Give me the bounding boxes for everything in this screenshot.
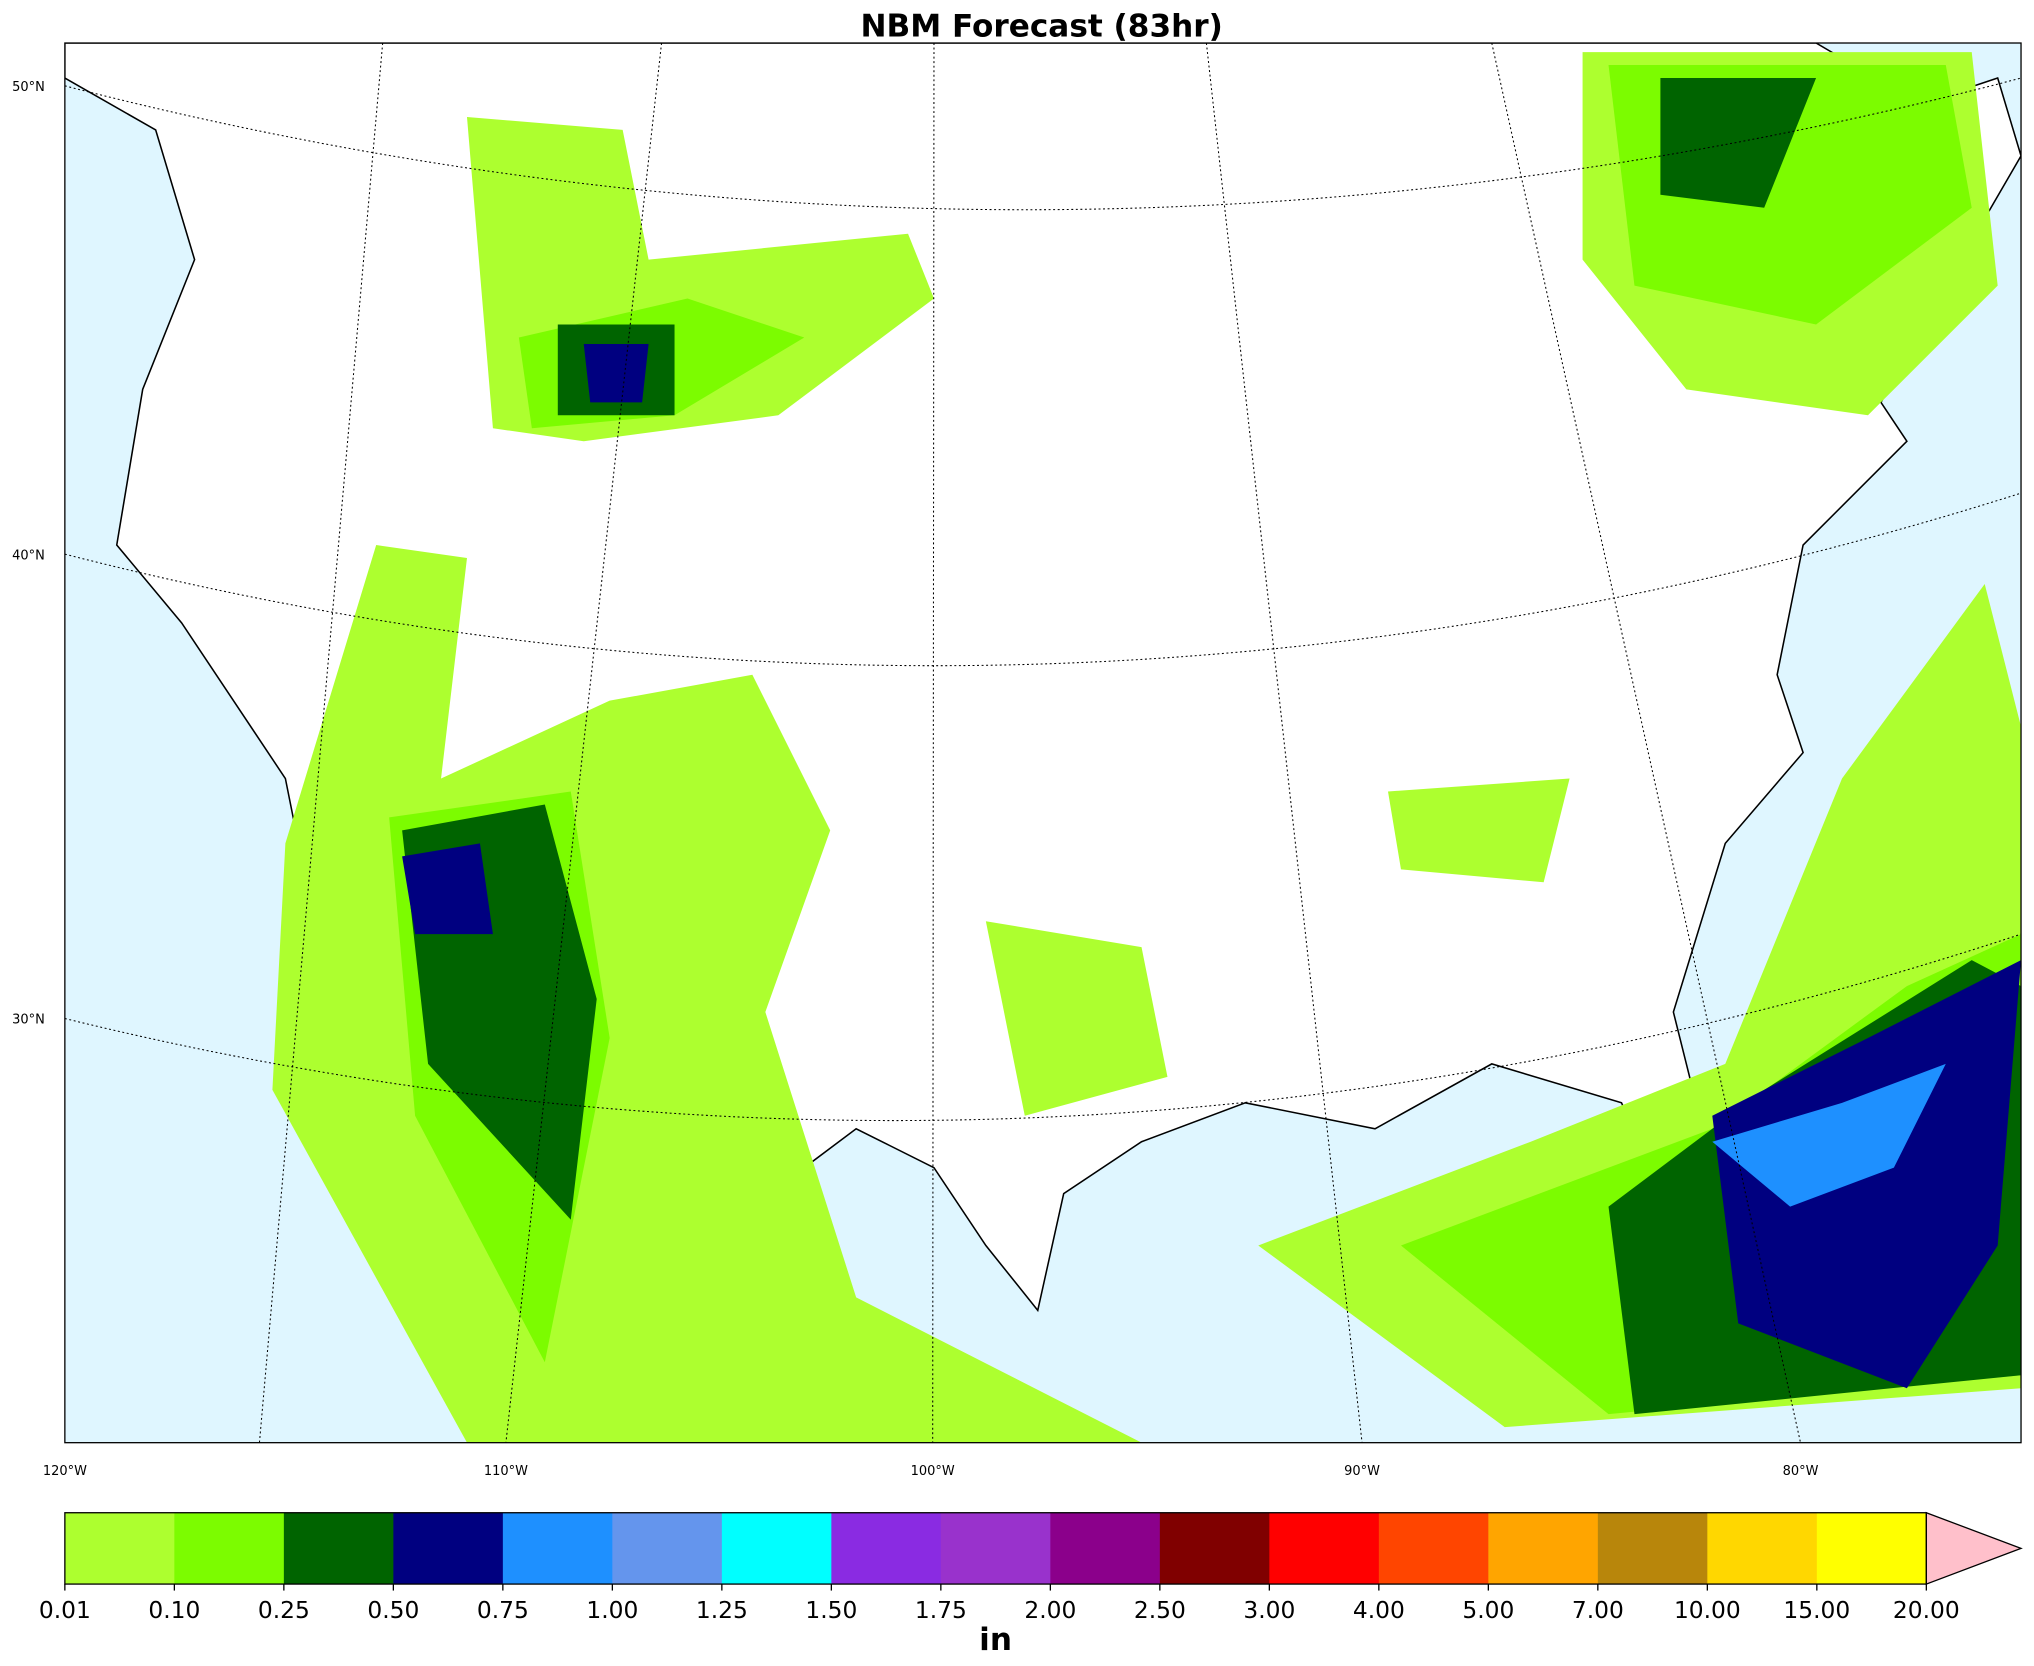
lon-label: 80°W bbox=[1783, 1464, 1819, 1479]
colorbar-swatch bbox=[1159, 1512, 1270, 1585]
lon-label: 100°W bbox=[911, 1464, 955, 1479]
precip-light bbox=[272, 52, 2022, 1443]
colorbar-swatch bbox=[174, 1512, 285, 1585]
colorbar-swatch bbox=[612, 1512, 723, 1585]
colorbar-tick-label: 1.25 bbox=[696, 1596, 748, 1624]
colorbar-tick-label: 1.50 bbox=[805, 1596, 857, 1624]
lat-label: 40°N bbox=[12, 548, 45, 563]
colorbar-swatch bbox=[1597, 1512, 1708, 1585]
colorbar-tick-label: 3.00 bbox=[1243, 1596, 1295, 1624]
colorbar-label: in bbox=[979, 1622, 1012, 1658]
colorbar-tick-label: 0.10 bbox=[148, 1596, 200, 1624]
colorbar-swatch bbox=[64, 1512, 175, 1585]
colorbar-tick-label: 5.00 bbox=[1462, 1596, 1514, 1624]
precip-very-heavy bbox=[402, 343, 2022, 1389]
colorbar-swatch bbox=[1050, 1512, 1161, 1585]
colorbar-swatch bbox=[831, 1512, 942, 1585]
colorbar-swatch bbox=[1707, 1512, 1818, 1585]
colorbar-swatch bbox=[283, 1512, 394, 1585]
lon-label: 110°W bbox=[484, 1464, 528, 1479]
colorbar-swatch bbox=[1269, 1512, 1380, 1585]
colorbar-swatch bbox=[502, 1512, 613, 1585]
colorbar-tick-label: 0.75 bbox=[477, 1596, 529, 1624]
title: NBM Forecast (83hr) bbox=[860, 9, 1222, 45]
colorbar-tick-label: 7.00 bbox=[1572, 1596, 1624, 1624]
colorbar-swatch bbox=[721, 1512, 832, 1585]
colorbar-swatch bbox=[940, 1512, 1051, 1585]
colorbar-tick-label: 0.01 bbox=[39, 1596, 91, 1624]
map bbox=[64, 42, 2022, 1444]
lon-label: 120°W bbox=[43, 1464, 87, 1479]
colorbar-tick-label: 1.00 bbox=[586, 1596, 638, 1624]
colorbar-tick-label: 2.50 bbox=[1134, 1596, 1186, 1624]
precip-extreme bbox=[1712, 1063, 1946, 1207]
lon-label: 90°W bbox=[1344, 1464, 1380, 1479]
map-frame bbox=[64, 42, 2022, 1444]
colorbar-frame bbox=[64, 1512, 1927, 1585]
colorbar-tick-label: 0.50 bbox=[367, 1596, 419, 1624]
graticule bbox=[64, 43, 2022, 1443]
colorbar-tick-label: 1.75 bbox=[915, 1596, 967, 1624]
colorbar-tick-label: 0.25 bbox=[258, 1596, 310, 1624]
colorbar-tick-label: 2.00 bbox=[1024, 1596, 1076, 1624]
colorbar-swatch bbox=[1488, 1512, 1599, 1585]
lat-label: 50°N bbox=[12, 80, 45, 95]
colorbar-tick-label: 10.00 bbox=[1674, 1596, 1741, 1624]
colorbar-extend bbox=[1925, 1511, 2023, 1586]
colorbar-swatch bbox=[393, 1512, 504, 1585]
colorbar-swatch bbox=[1816, 1512, 1927, 1585]
lat-label: 30°N bbox=[12, 1013, 45, 1028]
colorbar-swatch bbox=[1378, 1512, 1489, 1585]
colorbar-tick-label: 4.00 bbox=[1353, 1596, 1405, 1624]
colorbar-tick-label: 20.00 bbox=[1893, 1596, 1960, 1624]
colorbar-tick-label: 15.00 bbox=[1783, 1596, 1850, 1624]
